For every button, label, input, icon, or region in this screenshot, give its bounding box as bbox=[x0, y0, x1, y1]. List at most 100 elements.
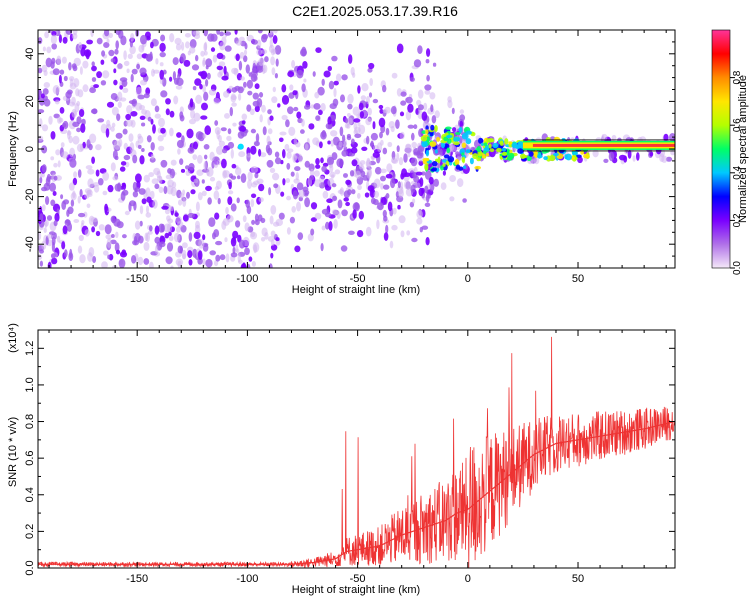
spectrogram-cell bbox=[224, 45, 232, 52]
spectrogram-cell bbox=[151, 68, 155, 77]
spectrogram-cell bbox=[287, 106, 294, 115]
spectrogram-cell bbox=[332, 209, 338, 215]
spectrogram-cell bbox=[332, 195, 338, 201]
spectrogram-cell bbox=[41, 145, 48, 154]
spectrogram-cell bbox=[110, 58, 116, 63]
spectrogram-cell bbox=[431, 115, 437, 124]
spectrogram-cell bbox=[86, 193, 93, 197]
spectrogram-cell bbox=[206, 169, 210, 177]
spectrogram-cell bbox=[238, 60, 243, 71]
spectrogram-cell bbox=[203, 30, 209, 37]
spectrogram-cell bbox=[431, 167, 437, 172]
spectrogram-cell bbox=[150, 41, 154, 49]
spectrogram-cell bbox=[200, 50, 205, 57]
spectrogram-y-label: Frequency (Hz) bbox=[7, 111, 19, 187]
spectrogram-cell bbox=[164, 232, 170, 239]
spectrogram-cell bbox=[183, 59, 191, 67]
spectrogram-cell bbox=[264, 232, 269, 240]
spectrogram-cell bbox=[53, 175, 58, 181]
spectrogram-cell bbox=[205, 258, 213, 268]
spectrogram-cell bbox=[372, 151, 380, 158]
spectrogram-cell bbox=[298, 190, 305, 199]
spectrogram-cell bbox=[141, 109, 148, 115]
spectrogram-cell bbox=[455, 132, 461, 135]
spectrogram-cell bbox=[248, 256, 253, 262]
spectrogram-cell bbox=[437, 156, 441, 164]
spectrogram-cell bbox=[361, 146, 368, 151]
spectrogram-cell bbox=[398, 215, 406, 224]
spectrogram-cell bbox=[232, 246, 236, 254]
spectrogram-cell bbox=[133, 235, 138, 246]
spectrogram-cell bbox=[469, 157, 474, 165]
spectrogram-cell bbox=[352, 209, 357, 219]
y-tick-label: 40 bbox=[24, 48, 36, 60]
spectrogram-cell bbox=[65, 30, 73, 35]
spectrogram-cell bbox=[70, 192, 77, 201]
spectrogram-cell bbox=[104, 203, 108, 213]
spectrogram-cell bbox=[79, 254, 86, 264]
spectrogram-cell bbox=[223, 65, 227, 75]
spectrogram-cell bbox=[254, 172, 259, 179]
spectrogram-cell bbox=[154, 236, 161, 244]
spectrogram-cell bbox=[365, 117, 372, 126]
spectrogram-cell bbox=[665, 156, 673, 162]
spectrogram-cell bbox=[603, 158, 609, 163]
spectrogram-cell bbox=[219, 41, 226, 51]
spectrogram-cell bbox=[220, 127, 227, 132]
spectrogram-cell bbox=[86, 203, 91, 209]
spectrogram-cell bbox=[61, 56, 67, 64]
spectrogram-cell bbox=[88, 143, 93, 151]
spectrogram-cell bbox=[204, 51, 208, 56]
spectrogram-cell bbox=[386, 163, 393, 173]
spectrogram-cell bbox=[167, 223, 172, 233]
spectrogram-cell bbox=[465, 130, 473, 135]
spectrogram-cell bbox=[177, 73, 181, 80]
spectrogram-cell bbox=[50, 34, 58, 45]
spectrogram-cell bbox=[225, 206, 229, 215]
spectrogram-cell bbox=[147, 116, 152, 122]
spectrogram-cell bbox=[44, 31, 49, 39]
spectrogram-cell bbox=[222, 170, 228, 179]
spectrogram-cell bbox=[396, 145, 400, 153]
spectrogram-cell bbox=[130, 111, 138, 117]
spectrogram-cell bbox=[424, 84, 432, 91]
spectrogram-cell bbox=[98, 178, 104, 186]
spectrogram-cell bbox=[250, 128, 256, 134]
spectrogram-cell bbox=[504, 138, 509, 145]
spectrogram-cell bbox=[250, 166, 259, 174]
spectrogram-cell bbox=[87, 168, 95, 175]
spectrogram-cell bbox=[141, 44, 145, 51]
spectrogram-cell bbox=[237, 131, 245, 139]
spectrogram-cell bbox=[417, 45, 423, 54]
spectrogram-cell bbox=[205, 58, 213, 68]
spectrogram-cell bbox=[158, 241, 166, 248]
spectrogram-cell bbox=[218, 61, 226, 67]
spectrogram-cell bbox=[267, 109, 272, 115]
spectrogram-cell bbox=[385, 193, 390, 199]
spectrogram-cell bbox=[280, 191, 285, 197]
spectrogram-cell bbox=[511, 142, 518, 149]
spectrogram-cell bbox=[314, 91, 320, 99]
spectrogram-cell bbox=[528, 151, 534, 157]
spectrogram-cell bbox=[145, 212, 152, 218]
spectrogram-cell bbox=[161, 205, 169, 210]
spectrogram-cell bbox=[291, 60, 296, 69]
spectrogram-cell bbox=[160, 90, 168, 98]
spectrogram-cell bbox=[43, 227, 47, 233]
spectrogram-cell bbox=[136, 63, 141, 70]
spectrogram-cell bbox=[526, 155, 532, 162]
spectrogram-cell bbox=[336, 211, 341, 220]
spectrogram-cell bbox=[412, 198, 416, 204]
spectrogram-cell bbox=[91, 77, 97, 82]
spectrogram-cell bbox=[260, 217, 266, 224]
spectrogram-cell bbox=[176, 77, 184, 86]
spectrogram-cell bbox=[72, 135, 80, 145]
spectrogram-cell bbox=[398, 189, 404, 198]
spectrogram-cell bbox=[103, 250, 109, 256]
spectrogram-cell bbox=[72, 177, 78, 186]
spectrogram-cell bbox=[533, 157, 540, 165]
spectrogram-cell bbox=[203, 144, 210, 150]
spectrogram-cell bbox=[351, 159, 358, 167]
spectrogram-cell bbox=[357, 184, 362, 190]
spectrogram-cell bbox=[240, 76, 246, 81]
